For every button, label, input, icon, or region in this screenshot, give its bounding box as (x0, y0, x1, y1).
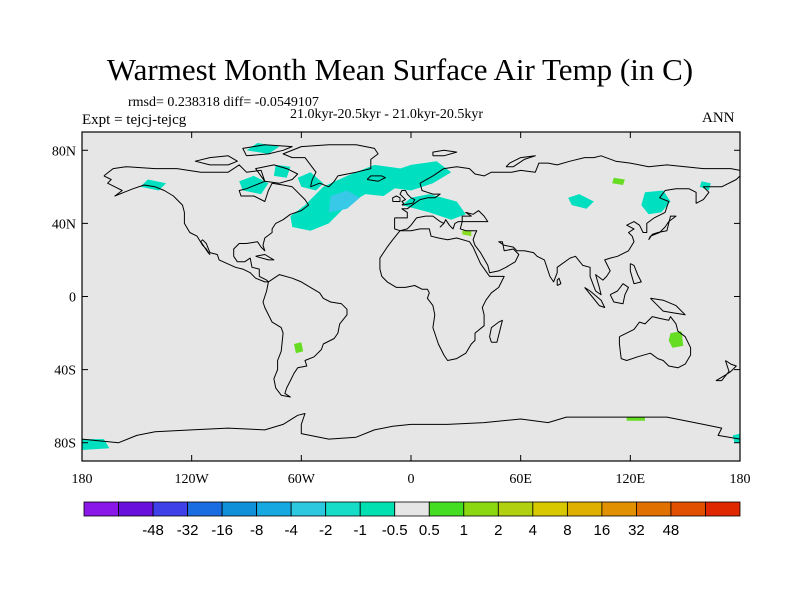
colorbar-label: -0.5 (382, 522, 408, 539)
coast-borneo (609, 283, 629, 305)
colorbar-bin (428, 501, 465, 517)
colorbar-label: -1 (354, 522, 367, 539)
anomaly-patch (568, 194, 594, 209)
x-tick-label: 180 (730, 472, 751, 487)
coast-philippines (629, 263, 642, 285)
coast-japan (648, 215, 677, 241)
colorbar-bin (290, 501, 327, 517)
anomaly-patch (294, 342, 304, 354)
anomaly-patch (246, 143, 280, 154)
coast-iceland (366, 175, 386, 182)
anomaly-patch (401, 194, 466, 220)
colorbar-bin (670, 501, 706, 517)
colorbar-bin (532, 501, 568, 517)
colorbar-label: -32 (177, 522, 199, 539)
y-tick-label: 80N (52, 144, 76, 159)
plot-title: Warmest Month Mean Surface Air Temp (in … (106, 52, 694, 87)
coast-eurasia (394, 155, 741, 296)
colorbar-bin (601, 501, 637, 517)
colorbar-bin (325, 501, 361, 517)
anomaly-patch (626, 417, 645, 421)
colorbar-bin (221, 501, 258, 517)
colorbar-label: 1 (460, 522, 468, 539)
anomaly-patch (612, 177, 625, 185)
x-tick-label: 60E (509, 472, 532, 487)
y-tick-label: 40N (52, 217, 76, 232)
colorbar-label: 48 (663, 522, 680, 539)
anomaly-patch (239, 175, 269, 195)
y-tick-label: 80S (54, 437, 76, 452)
coast-antarctica (81, 413, 741, 444)
coast-new-guinea (650, 297, 686, 316)
map-area: 180 120W 60W 0 60E 120E 180 80N 40N 0 40S 80S (52, 131, 751, 487)
colorbar-label: 4 (529, 522, 537, 539)
coast-svalbard (432, 149, 458, 157)
coast-baffin (255, 164, 299, 184)
coast-novaya-zemlya (505, 155, 536, 168)
coast-arctic-islands (194, 155, 238, 166)
coast-ellesmere (242, 144, 293, 157)
coast-south-america (262, 274, 348, 398)
colorbar-bin (256, 501, 292, 517)
x-tick-label: 60W (288, 472, 316, 487)
x-tick-label: 180 (72, 472, 93, 487)
x-tick-label: 0 (408, 472, 415, 487)
coast-britain (399, 190, 416, 206)
x-tick-label: 120W (175, 472, 210, 487)
period-text: 21.0kyr-20.5kyr - 21.0kyr-20.5kyr (290, 107, 484, 122)
anomaly-patch (668, 331, 684, 348)
anomaly-patch (140, 179, 167, 191)
y-tick-label: 0 (69, 291, 76, 306)
colorbar-label: 32 (628, 522, 645, 539)
colorbar-label: 2 (494, 522, 502, 539)
season-label: ANN (702, 110, 735, 126)
colorbar-bin (394, 501, 430, 517)
anomaly-patch (383, 161, 452, 191)
coast-ireland (392, 195, 401, 202)
coast-greenland (282, 144, 379, 188)
colorbar-bin (705, 501, 741, 517)
colorbar-label: 0.5 (419, 522, 440, 539)
coast-africa (379, 228, 505, 361)
anomaly-patch (462, 230, 472, 237)
colorbar-bin (566, 501, 603, 517)
y-tick-label: 40S (54, 364, 76, 379)
colorbar-bin (359, 501, 396, 517)
colorbar-bin (636, 501, 672, 517)
x-tick-label: 120E (616, 472, 646, 487)
colorbar-bin (497, 501, 534, 517)
colorbar: -48 -32 -16 -8 -4 -2 -1 -0.5 0.5 1 2 4 8 16 32 48 (83, 501, 741, 539)
colorbar-bin (152, 501, 188, 517)
anomaly-patch (297, 172, 324, 191)
anomaly-patch (699, 181, 711, 191)
colorbar-label: 16 (594, 522, 611, 539)
coast-cuba (255, 254, 275, 261)
coast-madagascar (489, 319, 503, 343)
colorbar-bin (463, 501, 499, 517)
stats-text: rmsd= 0.238318 diff= -0.0549107 (128, 95, 319, 110)
colorbar-bin (83, 501, 119, 517)
anomaly-patch (328, 190, 360, 213)
colorbar-label: -48 (142, 522, 164, 539)
colorbar-label: -4 (284, 522, 297, 539)
colorbar-bin (187, 501, 223, 517)
colorbar-label: -2 (319, 522, 332, 539)
colorbar-label: 8 (563, 522, 571, 539)
coast-sri-lanka (556, 277, 562, 286)
anomaly-patch (641, 190, 671, 215)
coast-new-zealand (715, 360, 737, 382)
colorbar-label: -16 (211, 522, 233, 539)
anomaly-patch (82, 439, 110, 450)
coast-sumatra (584, 286, 606, 308)
coast-australia (618, 316, 692, 369)
coast-north-america (103, 164, 310, 283)
colorbar-label: -8 (250, 522, 263, 539)
experiment-label: Expt = tejcj-tejcg (82, 112, 187, 128)
colorbar-bin (118, 501, 154, 517)
